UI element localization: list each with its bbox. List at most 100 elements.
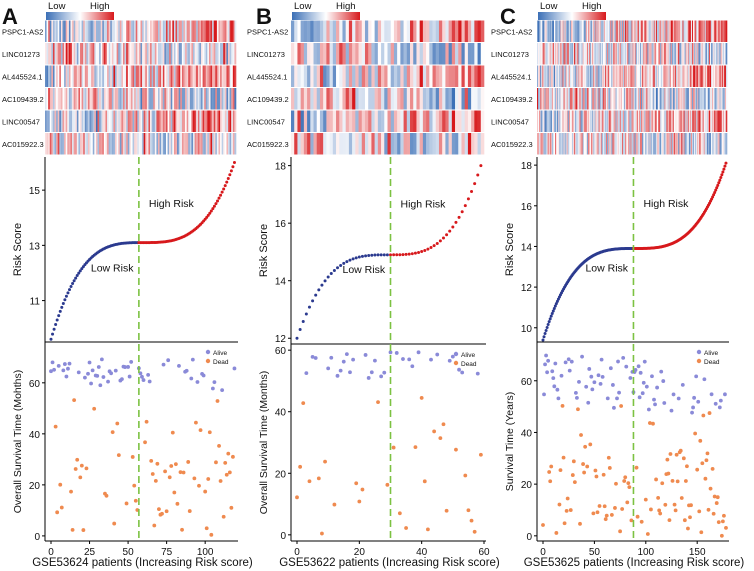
heatmap-cell [387,88,392,110]
risk-point [64,294,68,298]
alive-point [62,362,67,366]
heatmap-cell [413,20,417,42]
heatmap-cell [148,65,151,87]
heatmap-cell [651,88,653,110]
heatmap-cell [622,110,625,132]
heatmap-cell [403,133,408,155]
alive-point [310,354,315,359]
heatmap-cell [704,88,707,110]
heatmap-cell [84,20,87,42]
heatmap-cell [64,43,66,65]
heatmap-cell [167,43,170,65]
heatmap-cell [202,133,205,155]
heatmap-cell [361,110,366,132]
heatmap-cell [329,110,334,132]
heatmap-cell [381,110,385,132]
heatmap-cell [193,65,195,87]
alive-point [98,383,103,388]
alive-point [621,356,626,360]
heatmap-cell [667,133,669,155]
alive-point [717,405,722,410]
heatmap-cell [59,65,62,87]
heatmap-cell [679,65,681,87]
heatmap-cell [604,65,607,87]
heatmap-cell [671,43,674,65]
heatmap-cell [52,88,55,110]
heatmap-cell [592,88,594,110]
heatmap-cell [150,43,152,65]
heatmap-cell [118,20,121,42]
heatmap-cell [594,133,596,155]
risk-point [376,253,380,257]
alive-point [652,397,656,402]
heatmap-cell [300,65,305,87]
heatmap-cell [56,65,59,87]
heatmap-cell [115,88,117,110]
dead-point [707,411,712,415]
dead-point [376,400,380,404]
heatmap-cell [624,110,626,132]
gene-label: AC015922.3 [247,140,289,149]
heatmap-cell [202,20,205,42]
heatmap-cell [676,20,678,42]
dead-point [700,461,705,466]
heatmap-cell [564,20,566,42]
heatmap-cell [103,65,106,87]
heatmap-cell [641,133,643,155]
heatmap-cell [621,133,624,155]
heatmap-cell [64,65,66,87]
alive-point [577,379,581,384]
heatmap-cell [711,88,713,110]
heatmap-cell [598,133,600,155]
heatmap-cell [721,20,724,42]
dead-point [604,513,609,518]
alive-point [184,368,189,373]
heatmap-cell [95,65,98,87]
heatmap-cell [696,43,698,65]
heatmap-cell [416,110,420,132]
heatmap-cell [91,65,94,87]
heatmap-cell [165,110,168,132]
heatmap-cell [674,133,677,155]
risk-point [389,253,392,257]
xtick-label: 0 [294,547,300,558]
heatmap-cell [677,88,679,110]
heatmap-cell [297,65,301,87]
heatmap-cell [560,133,562,155]
heatmap-cell [598,20,600,42]
heatmap-cell [62,20,65,42]
heatmap-cell [92,110,95,132]
heatmap-cell [685,65,687,87]
heatmap-cell [294,65,298,87]
heatmap-cell [576,43,578,65]
heatmap-cell [205,43,208,65]
heatmap-cell [540,65,542,87]
risk-point [326,275,330,279]
heatmap-cell [122,88,125,110]
dead-point [72,398,77,403]
heatmap-cell [718,88,720,110]
dead-point [197,483,201,488]
heatmap-cell [200,133,203,155]
risk-point [367,253,371,257]
risk-point [413,251,417,255]
heatmap-cell [60,20,63,42]
heatmap-cell [548,88,551,110]
heatmap-cell [220,20,222,42]
heatmap-cell [561,43,563,65]
heatmap-cell [46,20,49,42]
alive-point [550,369,555,374]
heatmap-cell [458,65,462,87]
risk-point [712,193,716,197]
heatmap-cell [127,133,130,155]
dead-point [541,523,545,527]
survival-points [295,350,483,536]
heatmap-cell [608,133,610,155]
heatmap-cell [480,20,485,42]
heatmap-cell [629,133,631,155]
heatmap-cell [585,110,588,132]
heatmap-cell [215,65,218,87]
heatmap-cell [323,133,327,155]
heatmap-cell [687,88,690,110]
heatmap-cell [142,65,144,87]
